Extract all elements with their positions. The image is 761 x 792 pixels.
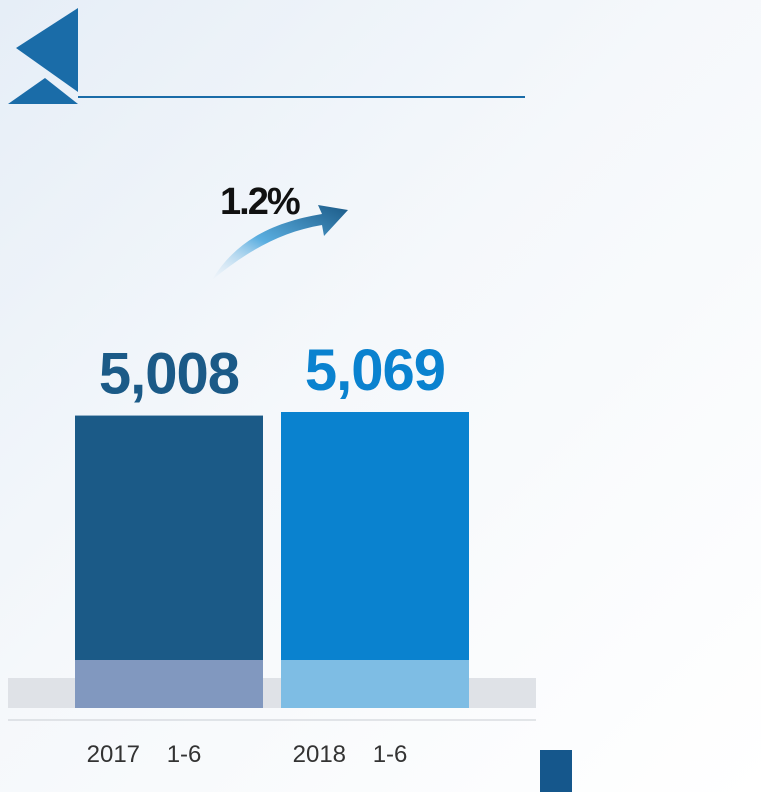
growth-arrow-icon [212,205,348,280]
bar-2018-base [281,660,469,708]
header-triangle-icon [16,8,78,92]
value-label-2018: 5,069 [305,338,445,403]
bar-2018 [281,412,469,708]
x-tick-label-2017: 2017 1-6 [87,741,202,768]
x-tick-label-2018: 2018 1-6 [293,741,408,768]
corner-block [540,750,572,792]
header-triangle-small-icon [8,78,78,104]
bar-series [75,412,469,708]
bar-2017 [75,415,263,708]
growth-percent-label: 1.2% [220,181,300,223]
value-label-2017: 5,008 [99,342,239,407]
bar-2017-base [75,660,263,708]
